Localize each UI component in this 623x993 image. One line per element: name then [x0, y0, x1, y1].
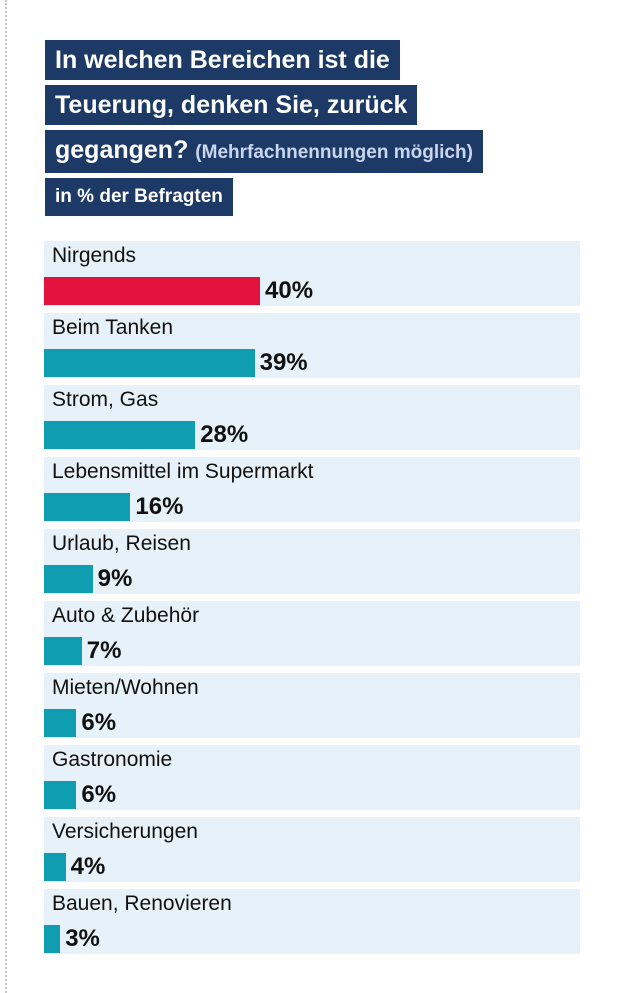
title-line-1: In welchen Bereichen ist die	[45, 40, 400, 80]
chart-row: Bauen, Renovieren 3%	[44, 889, 580, 954]
bar-5	[44, 637, 82, 665]
bar-2	[44, 421, 196, 449]
title-question-end: gegangen?	[55, 136, 189, 164]
chart-row: Beim Tanken 39%	[44, 313, 580, 378]
bar-9	[44, 925, 61, 953]
category-label: Versicherungen	[52, 820, 198, 843]
chart-row: Mieten/Wohnen 6%	[44, 673, 580, 738]
value-label: 3%	[65, 925, 100, 952]
bar-chart: Nirgends 40% Beim Tanken 39% Strom, Gas 28% Le…	[44, 241, 580, 961]
chart-row: Versicherungen 4%	[44, 817, 580, 882]
value-label: 6%	[81, 781, 117, 808]
bar-3	[44, 493, 131, 521]
multiple-answers-note: (Mehrfachnennungen möglich)	[195, 142, 473, 163]
category-label: Urlaub, Reisen	[52, 532, 191, 555]
unit-label: in % der Befragten	[45, 178, 233, 216]
value-label: 6%	[81, 709, 117, 736]
category-label: Strom, Gas	[52, 388, 159, 411]
value-label: 7%	[86, 637, 122, 664]
chart-row: Urlaub, Reisen 9%	[44, 529, 580, 594]
bar-7	[44, 781, 77, 809]
category-label: Nirgends	[52, 244, 137, 267]
value-label: 16%	[135, 493, 184, 520]
value-label: 9%	[97, 565, 133, 592]
chart-row: Auto & Zubehör 7%	[44, 601, 580, 666]
dotted-left-border	[5, 0, 7, 993]
category-label: Auto & Zubehör	[52, 604, 200, 627]
category-label: Beim Tanken	[52, 316, 174, 339]
category-label: Lebensmittel im Supermarkt	[52, 460, 314, 483]
title-line-3: gegangen? (Mehrfachnennungen möglich)	[45, 130, 483, 173]
chart-row: Gastronomie 6%	[44, 745, 580, 810]
chart-row: Nirgends 40%	[44, 241, 580, 306]
chart-title-block: In welchen Bereichen ist die Teuerung, d…	[45, 40, 483, 216]
value-label: 28%	[200, 421, 249, 448]
value-label: 40%	[265, 277, 314, 304]
category-label: Mieten/Wohnen	[52, 676, 199, 699]
category-label: Bauen, Renovieren	[52, 892, 232, 915]
bar-6	[44, 709, 77, 737]
chart-row: Lebensmittel im Supermarkt 16%	[44, 457, 580, 522]
bar-0	[44, 277, 260, 305]
value-label: 4%	[70, 853, 106, 880]
category-label: Gastronomie	[52, 748, 173, 771]
bar-1	[44, 349, 255, 377]
bar-8	[44, 853, 66, 881]
value-label: 39%	[259, 349, 308, 376]
chart-row: Strom, Gas 28%	[44, 385, 580, 450]
bar-4	[44, 565, 93, 593]
title-line-2: Teuerung, denken Sie, zurück	[45, 85, 418, 125]
